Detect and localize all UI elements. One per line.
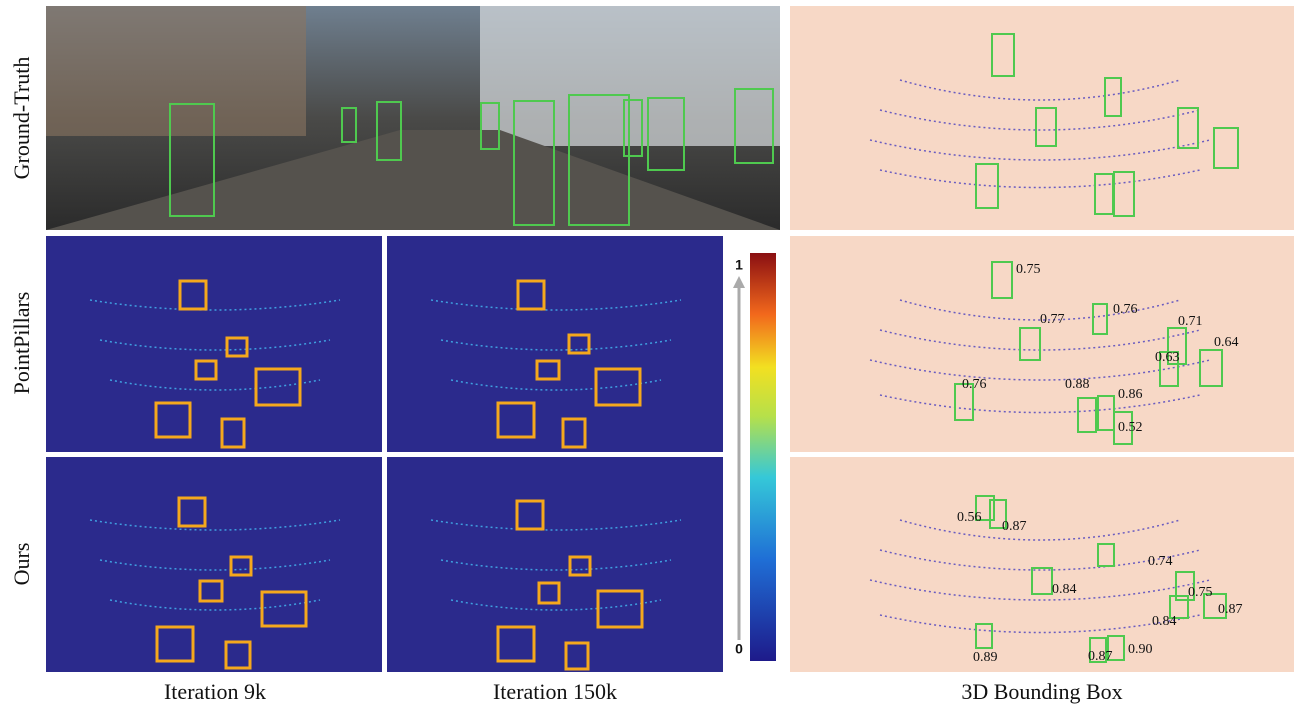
colorbar-max: 1 <box>735 257 743 273</box>
detection-score: 0.52 <box>1118 420 1143 435</box>
detection-score: 0.90 <box>1128 642 1153 657</box>
detection-score: 0.87 <box>1002 519 1027 534</box>
colorbar <box>750 253 776 661</box>
row-label: PointPillars <box>9 292 34 395</box>
detection-score: 0.89 <box>973 650 998 665</box>
colorbar-arrow-head <box>733 276 745 288</box>
detection-score: 0.75 <box>1188 585 1213 600</box>
detection-score: 0.87 <box>1218 602 1243 617</box>
detection-score: 0.84 <box>1152 614 1177 629</box>
detection-score: 0.71 <box>1178 314 1203 329</box>
column-label: Iteration 9k <box>164 679 266 704</box>
detection-score: 0.87 <box>1088 649 1113 664</box>
detection-score: 0.86 <box>1118 387 1143 402</box>
detection-score: 0.88 <box>1065 377 1090 392</box>
detection-score: 0.77 <box>1040 312 1065 327</box>
detection-score: 0.76 <box>1113 302 1138 317</box>
column-label: Iteration 150k <box>493 679 617 704</box>
row-label: Ours <box>9 543 34 586</box>
detection-score: 0.63 <box>1155 350 1180 365</box>
figure: Ground-Truth PointPillars Ours <box>0 0 1294 711</box>
detection-score: 0.76 <box>962 377 987 392</box>
detection-score: 0.64 <box>1214 335 1239 350</box>
camera-image <box>46 6 780 230</box>
detection-score: 0.74 <box>1148 554 1173 569</box>
colorbar-min: 0 <box>735 641 743 657</box>
detection-score: 0.84 <box>1052 582 1077 597</box>
detection-score: 0.75 <box>1016 262 1041 277</box>
detection-score: 0.56 <box>957 510 982 525</box>
column-label: 3D Bounding Box <box>961 679 1122 704</box>
row-label: Ground-Truth <box>9 57 34 180</box>
